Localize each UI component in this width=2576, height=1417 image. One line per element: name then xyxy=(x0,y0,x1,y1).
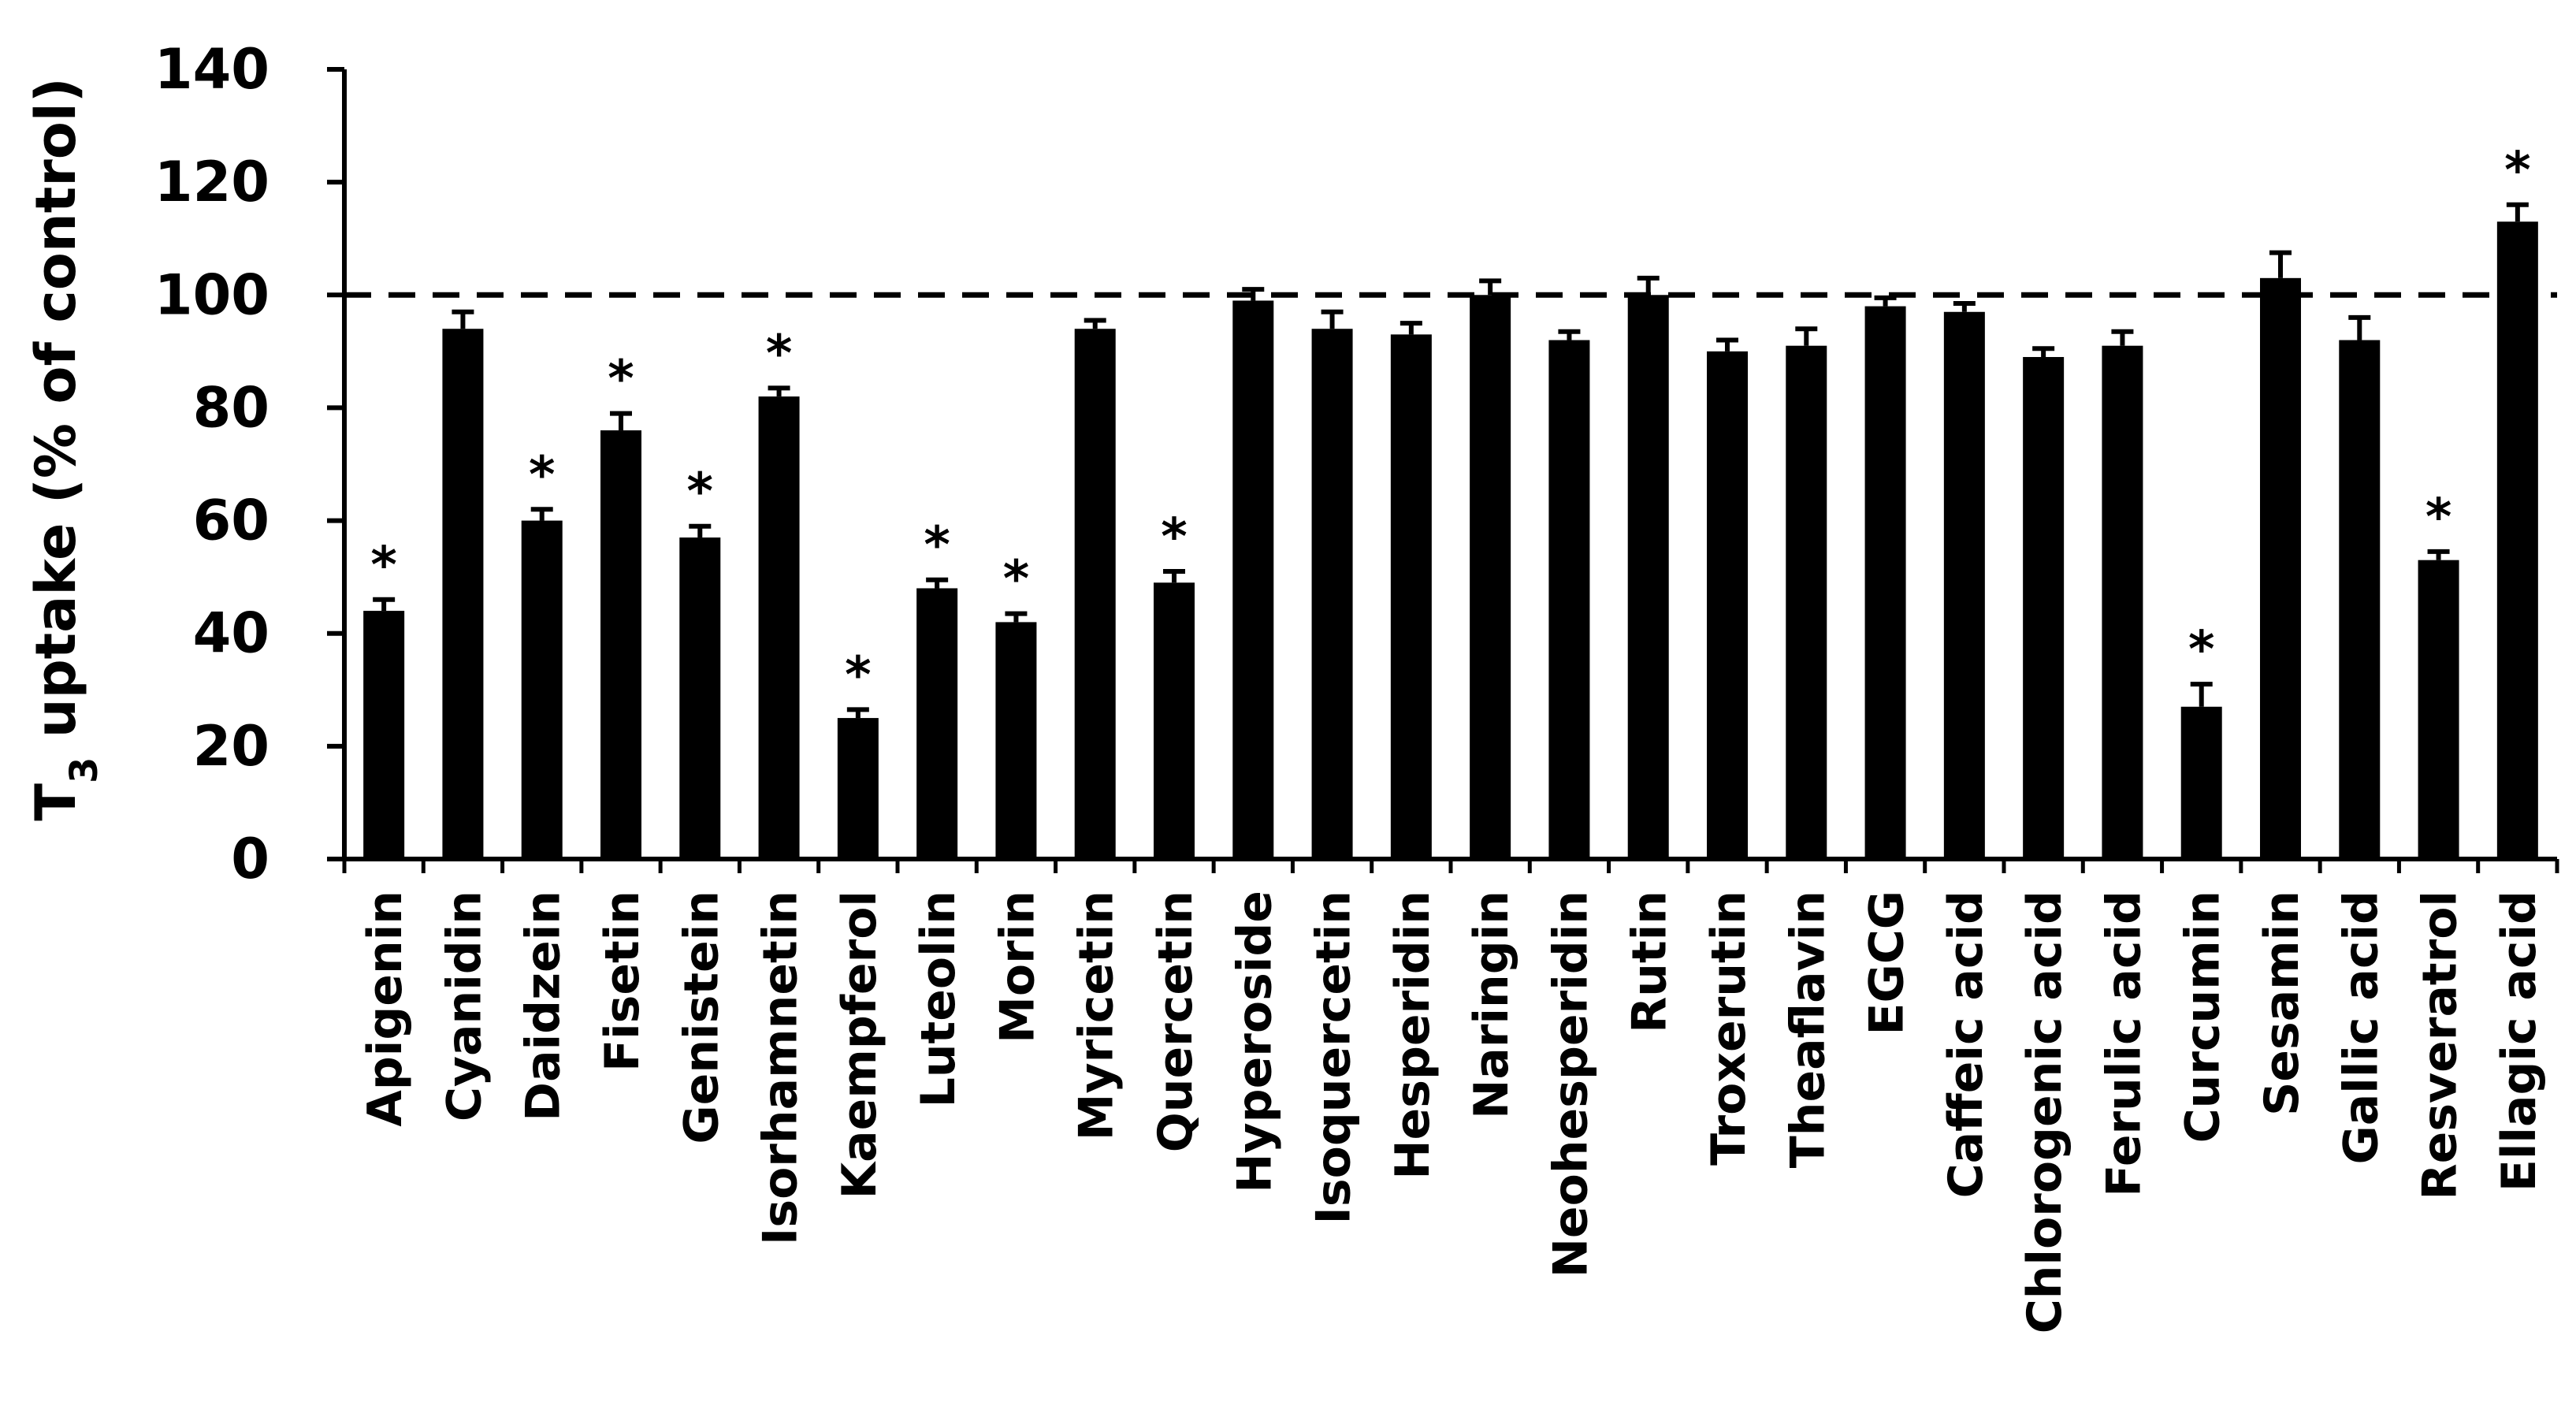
category-label: Sesamin xyxy=(2254,891,2310,1116)
bar xyxy=(2023,357,2065,859)
significance-mark: * xyxy=(924,517,950,575)
category-label: Daidzein xyxy=(516,891,571,1121)
category-label: Ferulic acid xyxy=(2096,891,2151,1197)
category-label: Naringin xyxy=(1464,891,1519,1119)
category-label: Isoquercetin xyxy=(1307,891,1362,1224)
bar xyxy=(2260,277,2301,859)
bar xyxy=(1548,340,1590,859)
bar xyxy=(1627,295,1669,859)
category-label: Curcumin xyxy=(2176,891,2231,1143)
significance-mark: * xyxy=(2504,142,2530,200)
significance-mark: * xyxy=(2425,489,2451,547)
significance-mark: * xyxy=(1161,508,1187,567)
bar xyxy=(1707,351,1748,859)
category-label: Morin xyxy=(990,891,1045,1043)
bar xyxy=(363,611,405,859)
y-tick-label: 140 xyxy=(154,37,269,102)
y-axis-label-subscript: 3 xyxy=(62,757,106,783)
bar xyxy=(1390,334,1432,859)
category-label: Genistein xyxy=(674,891,729,1144)
bar xyxy=(916,588,958,859)
bar xyxy=(1786,345,1827,859)
bar xyxy=(1470,295,1511,859)
y-tick-label: 40 xyxy=(193,601,269,666)
bar xyxy=(1154,582,1195,859)
significance-mark: * xyxy=(370,537,396,595)
category-label: Luteolin xyxy=(911,891,966,1107)
bar xyxy=(2339,340,2381,859)
bar xyxy=(521,520,563,859)
y-tick-label: 100 xyxy=(154,262,269,327)
significance-mark: * xyxy=(529,446,555,504)
category-label: Theaflavin xyxy=(1780,891,1835,1168)
bar xyxy=(995,622,1037,859)
category-label: Rutin xyxy=(1623,891,1678,1033)
bar xyxy=(2418,560,2459,859)
bar xyxy=(442,329,484,859)
bar xyxy=(2180,706,2222,859)
bar xyxy=(1311,329,1353,859)
bar xyxy=(837,718,879,859)
category-label: Myricetin xyxy=(1069,891,1124,1140)
category-label: Chlorogenic acid xyxy=(2017,891,2072,1333)
y-tick-label: 80 xyxy=(193,375,269,440)
y-tick-label: 0 xyxy=(231,827,269,891)
y-tick-label: 60 xyxy=(193,489,269,553)
category-label: Fisetin xyxy=(595,891,650,1072)
category-label: Caffeic acid xyxy=(1939,891,1994,1198)
significance-mark: * xyxy=(845,646,871,705)
bar xyxy=(1074,329,1116,859)
category-label: Resveratrol xyxy=(2413,891,2468,1200)
y-tick-label: 20 xyxy=(193,714,269,779)
significance-mark: * xyxy=(2188,621,2214,679)
category-label: Hyperoside xyxy=(1227,891,1282,1193)
bar xyxy=(679,537,721,859)
significance-mark: * xyxy=(608,351,634,409)
y-axis-label: T3 uptake (% of control) xyxy=(24,77,106,821)
category-label: Gallic acid xyxy=(2333,891,2388,1164)
bar xyxy=(1943,311,1985,859)
category-label: Hesperidin xyxy=(1385,891,1440,1180)
bar xyxy=(1232,300,1274,859)
significance-mark: * xyxy=(1003,551,1029,609)
bar xyxy=(1864,306,1906,860)
category-label: Ellagic acid xyxy=(2492,891,2547,1192)
category-label: Apigenin xyxy=(358,891,413,1127)
category-label: Quercetin xyxy=(1148,891,1203,1152)
bar xyxy=(2496,221,2538,859)
bar xyxy=(758,396,800,860)
category-label: EGCG xyxy=(1860,891,1915,1036)
category-label: Kaempferol xyxy=(832,891,887,1199)
y-tick-label: 120 xyxy=(154,150,269,214)
significance-mark: * xyxy=(687,463,713,522)
bar xyxy=(2102,345,2143,859)
category-label: Troxerutin xyxy=(1701,891,1756,1166)
category-label: Isorhamnetin xyxy=(753,891,808,1245)
category-label: Neohesperidin xyxy=(1543,891,1598,1278)
bar xyxy=(600,430,641,859)
significance-mark: * xyxy=(766,325,792,383)
category-label: Cyanidin xyxy=(437,891,492,1121)
